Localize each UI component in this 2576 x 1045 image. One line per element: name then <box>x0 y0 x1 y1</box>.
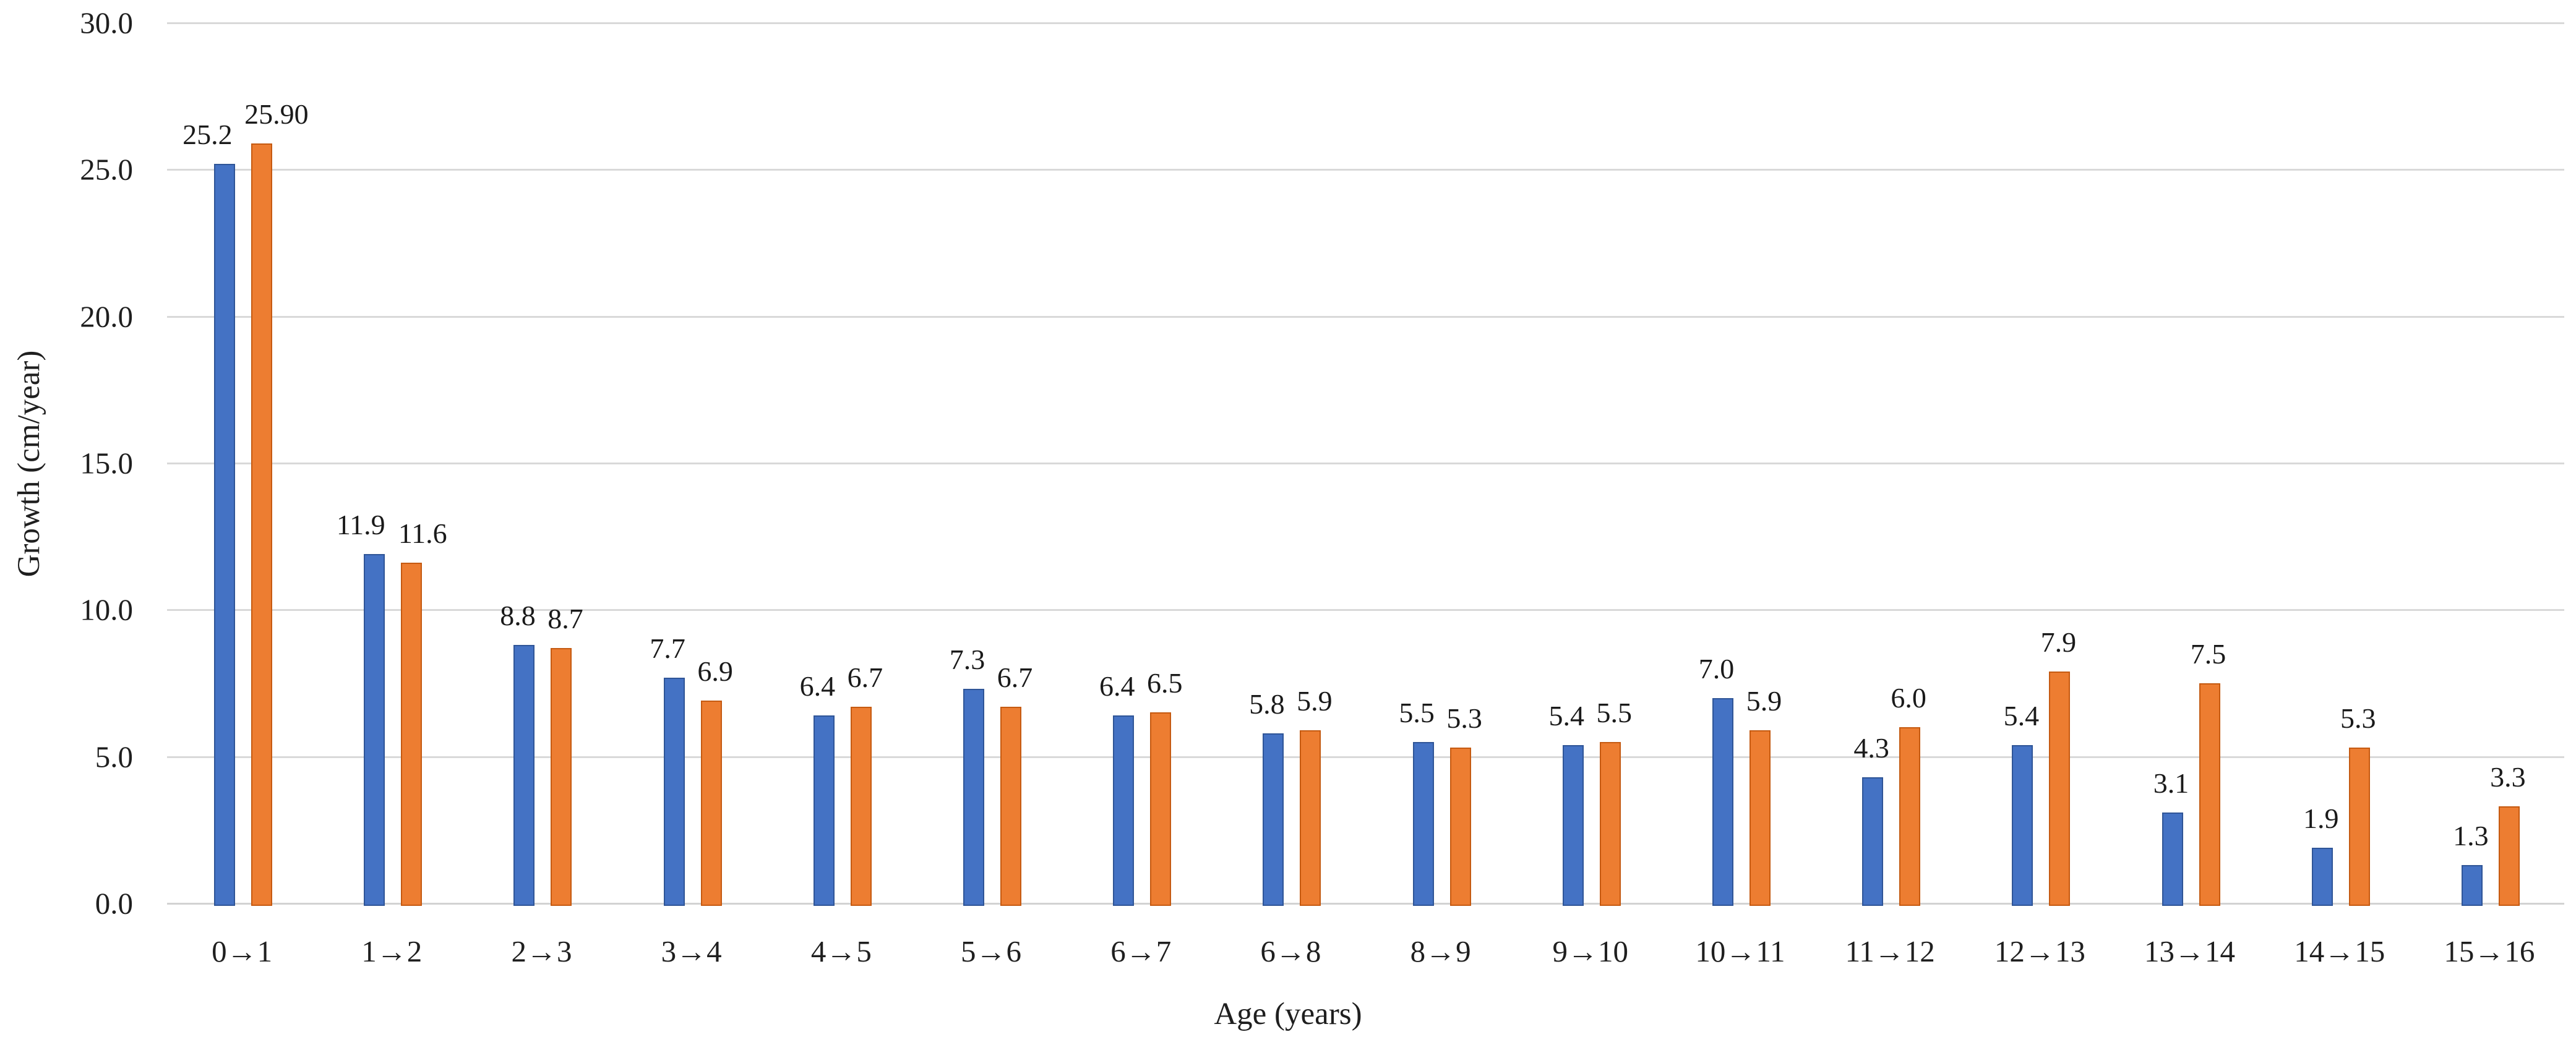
bar-orange <box>1899 727 1921 906</box>
bar-value-label: 8.8 <box>500 600 536 632</box>
bar-value-label: 3.1 <box>2153 767 2189 799</box>
bar-orange <box>700 701 722 906</box>
y-axis-tick-label: 25.0 <box>80 152 133 187</box>
bar-blue <box>1412 741 1434 906</box>
bar-value-label: 7.0 <box>1698 652 1735 685</box>
bar-value-label: 5.9 <box>1746 685 1782 717</box>
x-axis-category-label: 12→13 <box>1994 934 2085 968</box>
x-axis-title: Age (years) <box>1214 997 1362 1031</box>
bar-value-label: 5.5 <box>1596 696 1633 728</box>
bar-value-label: 6.9 <box>697 655 733 688</box>
bar-value-label: 7.3 <box>949 644 985 676</box>
bar-value-label: 25.90 <box>244 98 309 130</box>
bar-blue <box>513 645 535 906</box>
x-axis-category-label: 11→12 <box>1845 934 1935 968</box>
bar-value-label: 1.3 <box>2453 820 2489 852</box>
bar-value-label: 6.4 <box>1099 670 1135 702</box>
bar-orange <box>251 143 273 906</box>
bar-orange <box>2498 806 2520 906</box>
bar-orange <box>2049 672 2071 906</box>
bar-orange <box>1749 730 1771 906</box>
bar-orange <box>2199 683 2220 906</box>
bar-value-label: 6.7 <box>997 661 1033 693</box>
bar-value-label: 6.7 <box>847 661 883 693</box>
y-axis-tick-label: 5.0 <box>95 740 133 774</box>
bar-value-label: 4.3 <box>1853 732 1889 764</box>
gridline <box>167 22 2564 24</box>
bar-value-label: 1.9 <box>2303 802 2339 834</box>
y-axis-tick-label: 0.0 <box>95 886 133 921</box>
x-axis-category-label: 6→8 <box>1260 934 1321 968</box>
bar-value-label: 3.3 <box>2490 761 2526 793</box>
bar-value-label: 7.5 <box>2190 638 2226 670</box>
y-axis-tick-label: 10.0 <box>80 592 133 627</box>
gridline <box>167 903 2564 905</box>
bar-orange <box>1000 706 1022 906</box>
gridline <box>167 756 2564 758</box>
bar-orange <box>551 648 572 906</box>
bar-value-label: 5.4 <box>2003 699 2040 732</box>
x-axis-category-label: 3→4 <box>661 934 722 968</box>
x-axis-category-label: 9→10 <box>1552 934 1629 968</box>
bar-value-label: 7.7 <box>650 632 685 664</box>
x-axis-category-label: 2→3 <box>511 934 572 968</box>
bar-orange <box>401 563 423 906</box>
bar-value-label: 6.5 <box>1146 667 1183 699</box>
bar-blue <box>1263 733 1284 906</box>
x-axis-category-label: 4→5 <box>810 934 872 968</box>
bar-orange <box>1449 748 1471 906</box>
y-axis-tick-label: 15.0 <box>80 446 133 480</box>
x-axis-category-label: 1→2 <box>361 934 423 968</box>
bar-value-label: 11.6 <box>398 518 447 550</box>
x-axis-category-label: 0→1 <box>212 934 273 968</box>
bar-blue <box>1562 744 1584 906</box>
bar-value-label: 11.9 <box>336 509 385 541</box>
bar-blue <box>2012 744 2033 906</box>
gridline <box>167 315 2564 318</box>
bar-blue <box>364 554 385 906</box>
bar-blue <box>1712 697 1733 906</box>
bar-blue <box>2461 865 2483 906</box>
x-axis-category-label: 15→16 <box>2444 934 2535 968</box>
gridline <box>167 169 2564 171</box>
x-axis-category-label: 13→14 <box>2144 934 2236 968</box>
bar-value-label: 7.9 <box>2040 626 2077 658</box>
x-axis-category-label: 14→15 <box>2294 934 2385 968</box>
x-axis-category-label: 8→9 <box>1410 934 1471 968</box>
bar-blue <box>2311 847 2333 906</box>
bar-blue <box>2162 812 2183 906</box>
bar-blue <box>1113 715 1135 906</box>
y-axis-tick-label: 20.0 <box>80 299 133 334</box>
x-axis-category-label: 10→11 <box>1695 934 1785 968</box>
x-axis-category-label: 5→6 <box>961 934 1022 968</box>
bar-value-label: 25.2 <box>182 118 233 150</box>
bar-value-label: 6.4 <box>799 670 836 702</box>
bar-blue <box>963 689 985 906</box>
bar-blue <box>1862 777 1884 906</box>
bar-orange <box>850 706 872 906</box>
bar-blue <box>813 715 835 906</box>
bar-value-label: 5.5 <box>1399 696 1435 728</box>
bar-value-label: 5.3 <box>2340 702 2376 735</box>
bar-value-label: 6.0 <box>1891 682 1926 714</box>
y-axis-tick-label: 30.0 <box>80 6 133 40</box>
bar-blue <box>214 163 236 906</box>
bar-value-label: 5.8 <box>1249 688 1285 720</box>
gridline <box>167 463 2564 464</box>
x-axis-category-label: 6→7 <box>1110 934 1172 968</box>
bar-value-label: 5.4 <box>1548 699 1585 732</box>
bar-blue <box>663 677 685 906</box>
bar-orange <box>1599 741 1621 906</box>
bar-orange <box>2348 748 2370 906</box>
bar-value-label: 8.7 <box>547 603 583 635</box>
bar-orange <box>1300 730 1321 906</box>
bar-value-label: 5.3 <box>1446 702 1482 735</box>
bar-value-label: 5.9 <box>1297 685 1333 717</box>
gridline <box>167 609 2564 612</box>
bar-orange <box>1150 712 1172 906</box>
